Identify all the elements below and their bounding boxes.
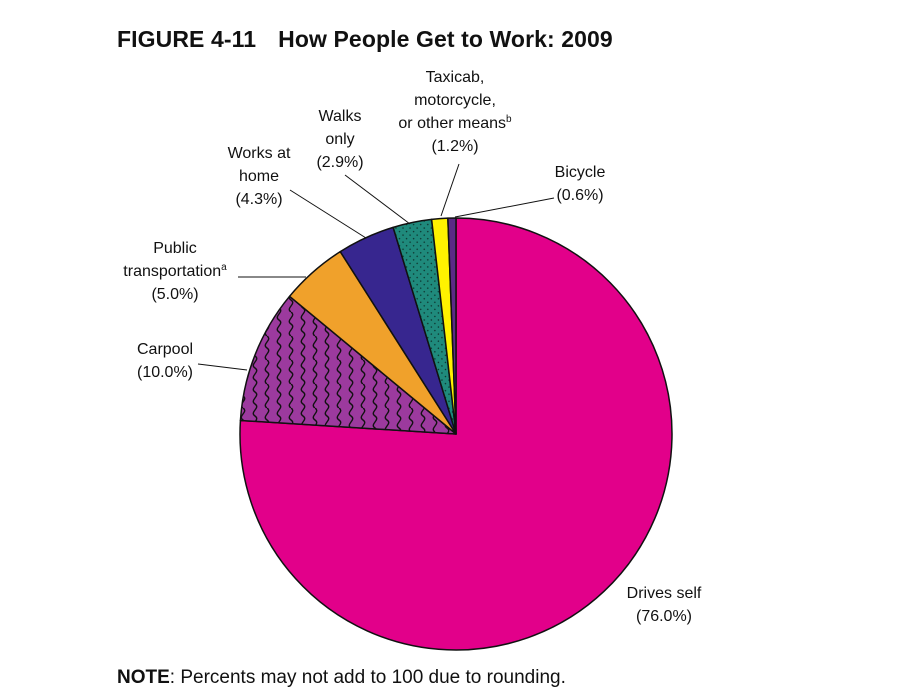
note-text: : Percents may not add to 100 due to rou…	[169, 667, 566, 688]
slice-label-walks-only: Walks only (2.9%)	[316, 108, 363, 171]
slice-label-works-at-home: Works at home (4.3%)	[228, 145, 291, 208]
slice-label-drives-self: Drives self (76.0%)	[627, 585, 702, 625]
leader-line-taxicab-motorcycle-or-other-means	[440, 163, 460, 217]
slice-labels: Drives self (76.0%) Carpool (10.0%) Public tr…	[123, 69, 702, 625]
slice-label-carpool: Carpool (10.0%)	[137, 341, 193, 381]
figure-number: FIGURE 4-11	[117, 26, 257, 52]
pie-slices	[239, 217, 673, 651]
leader-line-carpool	[197, 363, 248, 371]
leader-line-bicycle	[454, 197, 555, 218]
pie-slice-carpool	[239, 295, 457, 435]
leader-lines	[197, 163, 555, 371]
leader-line-walks-only	[344, 174, 411, 225]
slice-label-public-transportation: Public transportationa (5.0%)	[123, 240, 227, 303]
footnote: NOTE: Percents may not add to 100 due to…	[117, 667, 566, 689]
slice-label-taxicab-motorcycle-or-other-means: Taxicab, motorcycle, or other meansb (1.2%)	[398, 69, 512, 155]
slice-label-bicycle: Bicycle (0.6%)	[555, 164, 606, 204]
leader-line-works-at-home	[289, 189, 367, 239]
pie-slice-bicycle	[447, 217, 457, 435]
figure-title: FIGURE 4-11 How People Get to Work: 2009	[117, 26, 613, 53]
note-label: NOTE	[117, 667, 170, 688]
figure-title-text: How People Get to Work: 2009	[278, 26, 613, 52]
